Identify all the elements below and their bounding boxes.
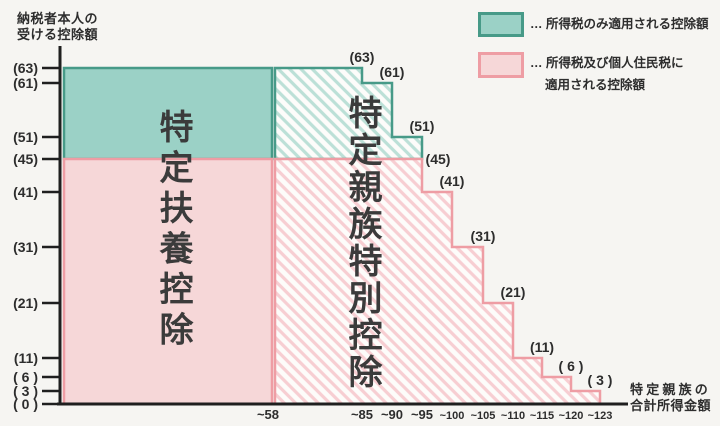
y-tick-label: (63) (13, 60, 38, 76)
y-axis-title: 納税者本人の 受ける控除額 (17, 11, 98, 42)
step-value-label: (41) (440, 173, 465, 189)
left-block-resident-tax-area (62, 157, 274, 406)
left-block-label: 特定扶養控除 (154, 109, 192, 352)
y-tick-label: (11) (14, 350, 38, 366)
y-tick-label: ( 6 ) (13, 369, 38, 385)
x-tick-label: ~90 (381, 407, 403, 422)
right-block-resident-tax-area (273, 157, 602, 406)
x-tick-label: ~58 (257, 407, 279, 422)
y-tick-label: (21) (13, 295, 38, 311)
x-tick-label: ~95 (411, 407, 433, 422)
step-value-label: (61) (380, 64, 405, 80)
legend-swatch-income-tax-only (478, 12, 524, 37)
x-axis-title-line1: 特定親族の (630, 382, 712, 397)
step-value-label: ( 6 ) (559, 358, 584, 374)
x-tick-label: ~123 (588, 410, 613, 422)
x-tick-label: ~110 (501, 410, 525, 422)
left-block-income-tax-area (62, 66, 274, 161)
step-value-label: (31) (471, 228, 496, 244)
step-value-label: (21) (501, 284, 526, 300)
step-value-label: (11) (530, 339, 554, 355)
step-value-label: ( 3 ) (588, 372, 613, 388)
x-axis-title-line2: 合計所得金額 (630, 398, 712, 413)
legend-label-income-and-resident-tax-line2: 適用される控除額 (545, 78, 646, 92)
step-value-label-cap: (45) (426, 151, 451, 167)
legend-label-income-and-resident-tax-line1: … 所得税及び個人住民税に (530, 56, 684, 70)
x-axis-title: 特定親族の 合計所得金額 (630, 382, 711, 414)
step-value-label: (63) (350, 49, 375, 65)
y-tick-label: ( 3 ) (13, 383, 38, 399)
x-tick-label: ~105 (471, 410, 496, 422)
x-tick-label: ~85 (351, 407, 373, 422)
pink-swatch-icon (478, 52, 524, 78)
legend-label-income-tax-only: … 所得税のみ適用される控除額 (530, 17, 709, 31)
x-tick-label: ~120 (559, 410, 584, 422)
y-tick-label: (31) (13, 239, 38, 255)
step-value-label: (51) (410, 118, 435, 134)
y-tick-label: (51) (13, 129, 38, 145)
x-tick-label: ~115 (530, 410, 554, 422)
green-swatch-icon (478, 12, 524, 37)
y-tick-label: (61) (13, 75, 38, 91)
y-axis-title-line2: 受ける控除額 (17, 26, 99, 42)
y-tick-label: (41) (13, 184, 38, 200)
legend-swatch-income-and-resident-tax (478, 52, 524, 78)
y-tick-label: (45) (13, 151, 38, 167)
right-block-label: 特定親族特別控除 (343, 95, 381, 391)
x-tick-label: ~100 (440, 410, 465, 422)
y-tick-label: ( 0 ) (13, 396, 38, 412)
y-axis-title-line1: 納税者本人の (17, 11, 99, 26)
